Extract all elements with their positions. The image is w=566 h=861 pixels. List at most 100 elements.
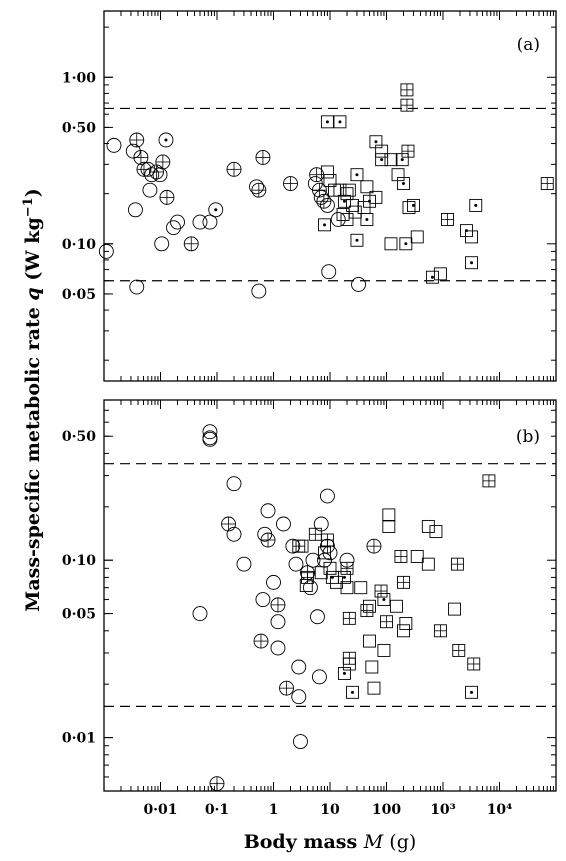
panel-a-ref-lines	[104, 107, 556, 282]
circle-marker	[291, 689, 307, 705]
data-point	[266, 574, 281, 590]
data-point	[482, 474, 496, 488]
data-point	[360, 180, 374, 194]
y-tick-label: 1·00	[62, 70, 96, 86]
data-point	[320, 115, 334, 129]
data-point	[380, 615, 393, 629]
data-point	[305, 552, 321, 568]
data-point	[202, 431, 218, 447]
y-tick-label: 0·10	[62, 237, 96, 253]
square-marker	[342, 183, 356, 197]
data-point	[360, 604, 374, 618]
data-point	[301, 570, 314, 584]
data-point	[159, 189, 175, 205]
circle-marker	[317, 552, 332, 568]
data-point	[323, 174, 337, 187]
data-point	[291, 689, 307, 705]
square-marker	[421, 557, 435, 571]
data-point	[342, 657, 356, 671]
square-marker	[377, 643, 391, 657]
y-axis-title-close: )	[22, 188, 44, 197]
data-point	[330, 212, 346, 227]
data-point	[311, 669, 327, 685]
y-tick-label: 0·05	[62, 607, 96, 623]
data-point	[360, 213, 374, 226]
square-marker	[397, 624, 410, 638]
x-axis-title-unit: (g)	[383, 831, 416, 853]
square-marker	[382, 519, 396, 533]
square-marker	[342, 657, 356, 671]
data-point	[106, 137, 122, 153]
circle-marker	[98, 243, 114, 259]
data-point	[340, 561, 354, 575]
data-point	[320, 533, 334, 547]
circle-marker	[226, 476, 242, 492]
data-point	[375, 144, 389, 158]
data-point	[98, 243, 114, 259]
circle-marker	[311, 669, 327, 685]
data-point	[302, 580, 318, 596]
data-point	[320, 165, 334, 179]
square-marker	[399, 617, 413, 630]
square-marker	[375, 153, 389, 167]
circle-marker	[106, 137, 122, 153]
marker-dot	[323, 223, 327, 227]
marker-dot	[355, 238, 359, 242]
x-tick-label: 10⁴	[487, 802, 513, 818]
circle-marker	[260, 503, 276, 519]
square-marker	[465, 685, 478, 699]
data-point	[202, 214, 218, 230]
data-point	[202, 424, 218, 440]
data-point	[367, 681, 381, 695]
square-marker	[465, 256, 478, 270]
data-point	[397, 177, 410, 191]
circle-marker	[291, 659, 307, 675]
square-marker	[448, 602, 461, 616]
data-point	[374, 584, 388, 598]
data-point	[342, 183, 356, 197]
y-axis-title-main: Mass-specific metabolic rate	[22, 301, 44, 612]
marker-dot	[374, 140, 378, 144]
y-axis-title-unit: (W kg	[22, 217, 44, 287]
circle-marker	[236, 556, 252, 572]
circle-marker	[319, 197, 335, 213]
square-marker	[363, 634, 376, 648]
x-axis-title-var: M	[363, 831, 384, 853]
panel-b-ticks: 0·50 0·10 0·05 0·01	[62, 399, 556, 792]
data-point	[467, 657, 481, 671]
data-point	[433, 624, 447, 638]
data-point	[400, 98, 414, 112]
x-axis-title-main: Body mass	[244, 831, 364, 853]
data-point	[323, 561, 337, 575]
circle-marker	[255, 592, 271, 608]
data-point	[448, 602, 461, 616]
data-point	[318, 218, 331, 232]
square-marker	[336, 208, 350, 221]
data-point	[384, 153, 398, 167]
circle-marker	[321, 264, 337, 280]
square-marker	[354, 581, 368, 595]
data-point	[402, 201, 416, 215]
marker-dot	[411, 203, 415, 207]
square-marker	[382, 508, 396, 522]
y-axis-title-sup: −1	[21, 197, 36, 217]
panel-b-ref-lines	[104, 463, 556, 707]
square-marker	[337, 666, 351, 680]
data-point	[270, 640, 286, 656]
data-point	[346, 685, 359, 699]
square-marker	[384, 237, 398, 251]
square-marker	[410, 549, 424, 563]
data-point	[170, 214, 185, 230]
data-point	[348, 205, 362, 219]
square-marker	[410, 230, 424, 244]
marker-dot	[404, 242, 408, 246]
panel-b-frame	[103, 399, 557, 792]
data-point	[299, 579, 313, 592]
circle-marker	[302, 580, 318, 596]
data-point	[337, 570, 351, 584]
data-point	[363, 634, 376, 648]
square-marker	[469, 198, 483, 212]
circle-marker	[249, 179, 264, 195]
square-marker	[320, 165, 334, 179]
data-point	[399, 237, 413, 251]
